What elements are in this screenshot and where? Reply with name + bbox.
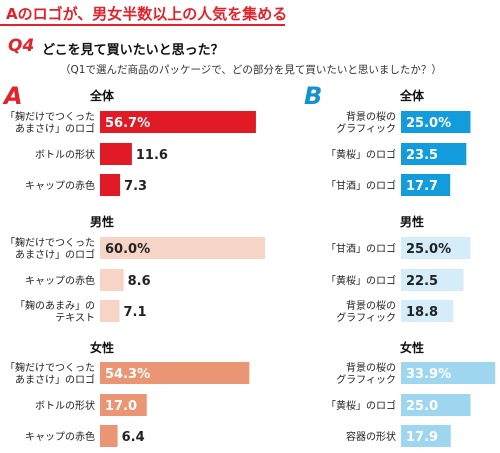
question-subtitle: （Q1で選んだ商品のパッケージで、どの部分を見て買いたいと思いましたか？） xyxy=(60,64,442,76)
value-label: 25.0 xyxy=(406,399,438,414)
category-label: 「麹のあまみ」のテキスト xyxy=(15,299,95,324)
headline-bar: Aのロゴが、男女半数以上の人気を集める xyxy=(0,0,288,26)
value-label: 54.3% xyxy=(105,367,150,382)
value-label: 60.0% xyxy=(105,242,150,257)
bar xyxy=(100,425,118,447)
bar xyxy=(100,237,265,259)
value-label: 17.0 xyxy=(105,399,137,414)
value-label: 22.5 xyxy=(406,274,438,289)
bar xyxy=(100,394,147,416)
category-label: 「黄桜」のロゴ xyxy=(326,148,396,161)
category-label: 背景の桜のグラフィック xyxy=(336,110,396,135)
category-label: 「麹だけでつくったあまさけ」のロゴ xyxy=(5,361,95,386)
category-label: キャップの赤色 xyxy=(25,430,95,443)
category-label: 「黄桜」のロゴ xyxy=(326,274,396,287)
bar xyxy=(401,362,496,384)
value-label: 56.7% xyxy=(105,116,150,131)
value-label: 8.6 xyxy=(128,274,151,289)
bar xyxy=(100,174,121,196)
category-label: 「黄桜」のロゴ xyxy=(326,399,396,412)
value-label: 17.9 xyxy=(406,430,438,445)
headline-text: Aのロゴが、男女半数以上の人気を集める xyxy=(6,5,288,23)
bar xyxy=(100,300,120,322)
value-label: 6.4 xyxy=(122,430,145,445)
category-label: ボトルの形状 xyxy=(35,148,95,161)
bar xyxy=(100,143,132,165)
category-label: 「麹だけでつくったあまさけ」のロゴ xyxy=(5,110,95,135)
bar xyxy=(401,111,471,133)
group-title: 男性 xyxy=(90,214,114,229)
category-label: 容器の形状 xyxy=(346,430,396,443)
category-label: 背景の桜のグラフィック xyxy=(336,361,396,386)
category-label: 「甘酒」のロゴ xyxy=(326,242,396,255)
value-label: 7.3 xyxy=(124,179,147,194)
group-title: 全体 xyxy=(89,88,115,103)
bar xyxy=(401,300,454,322)
bar xyxy=(100,362,250,384)
value-label: 11.6 xyxy=(136,148,168,163)
category-label: 「麹だけでつくったあまさけ」のロゴ xyxy=(5,236,95,261)
bar xyxy=(401,425,451,447)
group-title: 女性 xyxy=(400,340,424,355)
bar xyxy=(401,174,451,196)
value-label: 23.5 xyxy=(406,148,438,163)
category-label: 背景の桜のグラフィック xyxy=(336,299,396,324)
bar xyxy=(401,394,471,416)
group-title: 全体 xyxy=(399,88,425,103)
bar xyxy=(401,237,471,259)
question-title: どこを見て買いたいと思った？ xyxy=(42,43,224,58)
bar xyxy=(100,269,124,291)
bar xyxy=(100,111,256,133)
group-title: 女性 xyxy=(90,340,114,355)
bar xyxy=(401,269,464,291)
bar xyxy=(401,143,467,165)
group-title: 男性 xyxy=(400,214,424,229)
value-label: 7.1 xyxy=(124,305,147,320)
value-label: 18.8 xyxy=(406,305,438,320)
value-label: 25.0% xyxy=(406,116,451,131)
value-label: 25.0% xyxy=(406,242,451,257)
category-label: キャップの赤色 xyxy=(25,274,95,287)
panel-letter-a: A xyxy=(2,82,23,110)
category-label: ボトルの形状 xyxy=(35,399,95,412)
category-label: キャップの赤色 xyxy=(25,179,95,192)
question-tag: Q4 xyxy=(8,36,35,56)
category-label: 「甘酒」のロゴ xyxy=(326,179,396,192)
value-label: 33.9% xyxy=(406,367,451,382)
panel-letter-b: B xyxy=(304,82,322,110)
value-label: 17.7 xyxy=(406,179,438,194)
